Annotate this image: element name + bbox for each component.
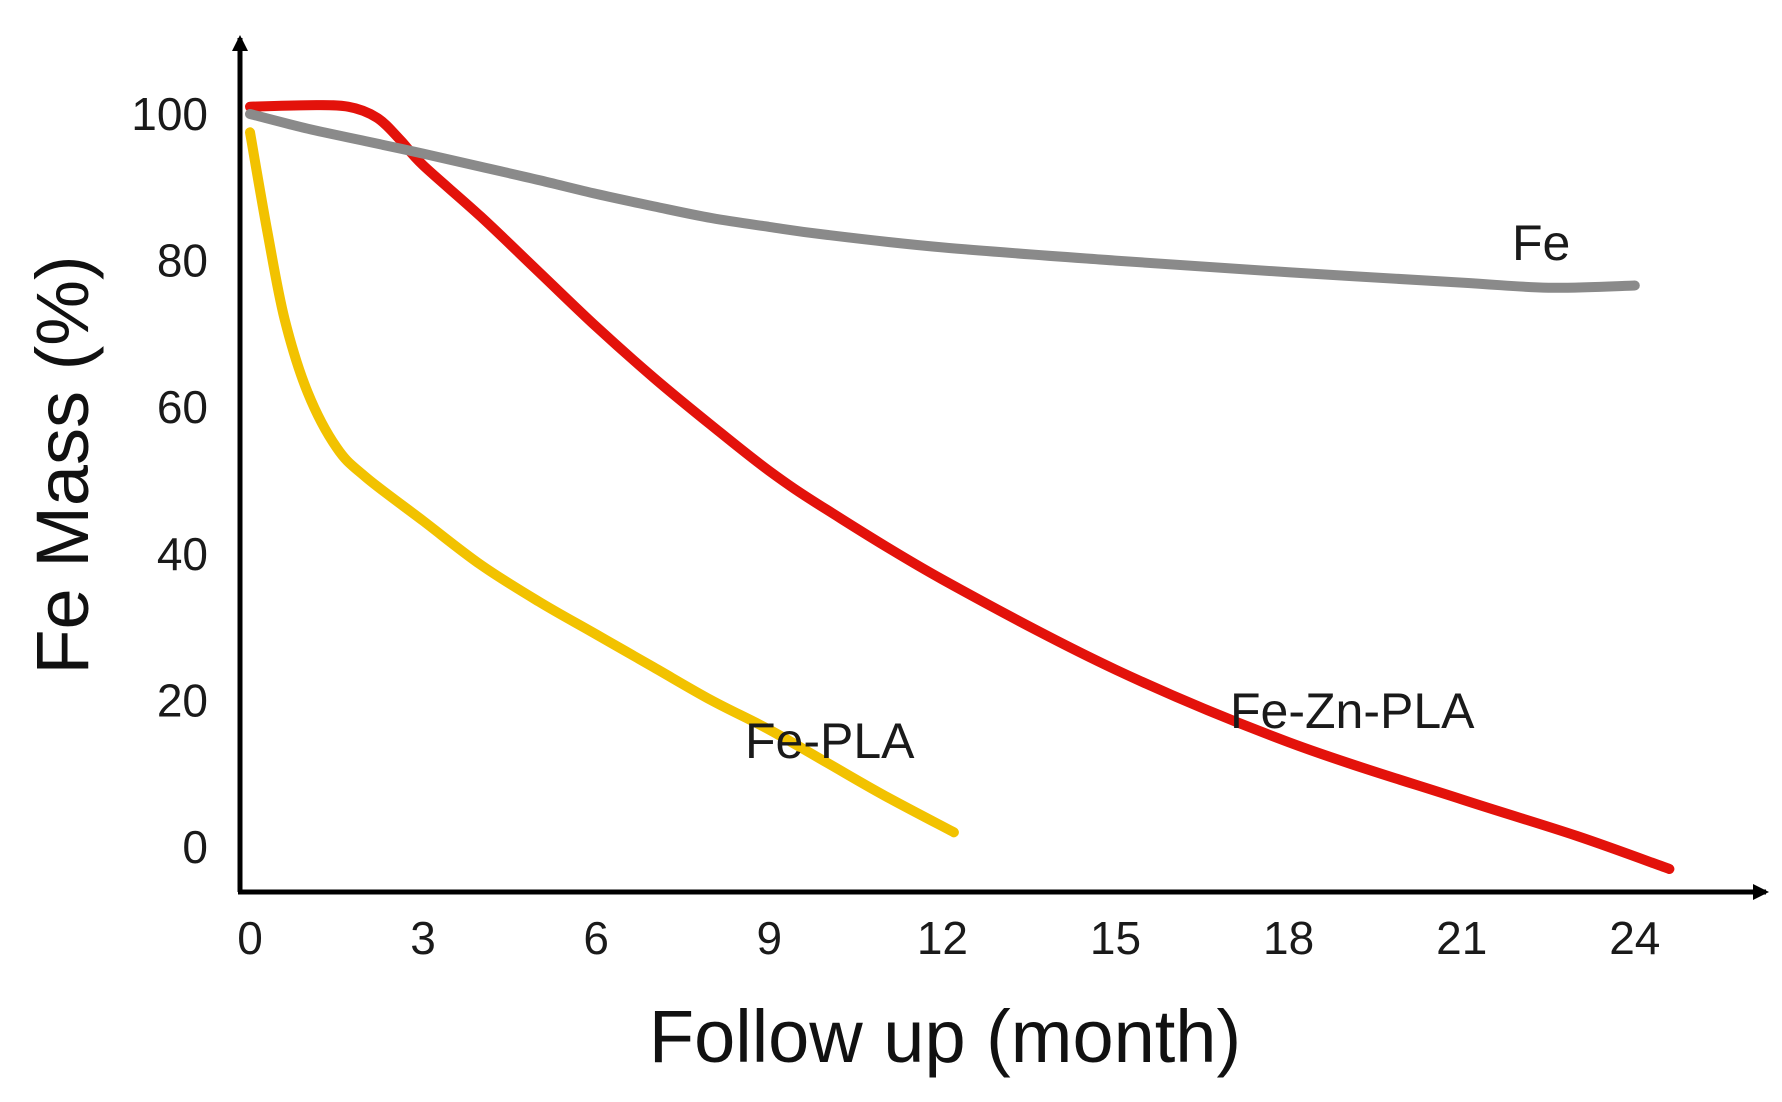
y-axis-title: Fe Mass (%) (21, 255, 104, 674)
x-tick-labels: 0 3 6 9 12 15 18 21 24 (237, 912, 1660, 964)
x-tick-label: 24 (1609, 912, 1660, 964)
x-tick-label: 12 (917, 912, 968, 964)
x-tick-label: 18 (1263, 912, 1314, 964)
series-line-fe-pla (245, 127, 959, 838)
x-axis-title: Follow up (month) (649, 995, 1241, 1078)
y-tick-label: 100 (131, 88, 208, 140)
x-tick-label: 15 (1090, 912, 1141, 964)
series-label-fe-pla: Fe-PLA (745, 713, 915, 769)
y-tick-label: 20 (157, 674, 208, 726)
y-tick-label: 60 (157, 381, 208, 433)
series-layer (245, 100, 1675, 874)
y-tick-label: 40 (157, 528, 208, 580)
series-label-fe: Fe (1512, 215, 1570, 271)
y-tick-label: 0 (182, 821, 208, 873)
x-tick-label: 0 (237, 912, 263, 964)
series-line-fe-zn-pla (245, 100, 1675, 874)
x-tick-label: 6 (583, 912, 609, 964)
x-tick-label: 9 (757, 912, 783, 964)
x-tick-label: 3 (410, 912, 436, 964)
y-tick-labels: 0 20 40 60 80 100 (131, 88, 208, 873)
series-label-fe-zn-pla: Fe-Zn-PLA (1230, 683, 1475, 739)
x-tick-label: 21 (1436, 912, 1487, 964)
y-tick-label: 80 (157, 235, 208, 287)
series-line-fe (245, 109, 1640, 293)
